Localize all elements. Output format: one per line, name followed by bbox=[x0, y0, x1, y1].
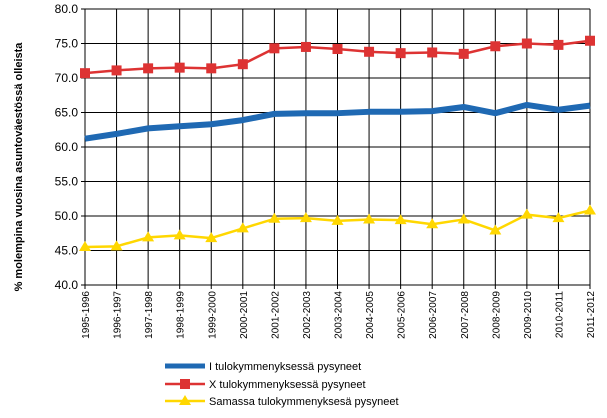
x-tick-label: 2010-2011 bbox=[554, 291, 565, 339]
data-point-1-2 bbox=[143, 63, 154, 74]
x-tick-label: 2007-2008 bbox=[460, 291, 471, 339]
data-point-2-13 bbox=[489, 224, 502, 235]
data-point-2-16 bbox=[584, 204, 596, 215]
data-point-2-7 bbox=[299, 212, 312, 223]
data-point-1-5 bbox=[237, 59, 248, 70]
series-line-0 bbox=[84, 101, 591, 142]
x-tick-label: 1998-1999 bbox=[176, 291, 187, 339]
data-point-1-6 bbox=[269, 43, 280, 54]
data-point-2-14 bbox=[520, 208, 533, 219]
legend-label-2: Samassa tulokymmenyksesä pysyneet bbox=[209, 396, 399, 408]
legend-marker-1 bbox=[180, 379, 190, 389]
data-point-2-3 bbox=[173, 229, 186, 240]
data-point-1-3 bbox=[174, 62, 185, 73]
y-tick-label: 55.0 bbox=[55, 175, 79, 189]
y-tick-label: 60.0 bbox=[55, 140, 79, 154]
x-tick-label: 2008-2009 bbox=[491, 291, 502, 339]
y-tick-label: 70.0 bbox=[55, 71, 79, 85]
x-tick-label: 2005-2006 bbox=[397, 291, 408, 339]
x-tick-label: 2006-2007 bbox=[428, 291, 439, 339]
y-tick-label: 75.0 bbox=[55, 37, 79, 51]
data-point-2-5 bbox=[236, 222, 249, 233]
data-point-2-1 bbox=[110, 240, 123, 251]
data-point-1-15 bbox=[553, 39, 564, 50]
data-point-2-11 bbox=[426, 218, 439, 229]
x-tick-label: 2002-2003 bbox=[302, 291, 313, 339]
x-tick-label: 1995-1996 bbox=[81, 291, 92, 339]
data-point-2-0 bbox=[79, 241, 91, 252]
legend-marker-2 bbox=[179, 395, 191, 405]
data-point-1-16 bbox=[585, 35, 595, 46]
x-tick-label: 2011-2012 bbox=[586, 291, 597, 339]
y-axis-label: % molempina vuosina asuntoväestössä olle… bbox=[13, 42, 25, 292]
data-point-2-9 bbox=[363, 213, 376, 224]
data-point-2-15 bbox=[552, 212, 565, 223]
x-tick-label: 2009-2010 bbox=[523, 291, 534, 339]
data-point-2-6 bbox=[268, 212, 281, 223]
data-point-1-9 bbox=[364, 46, 375, 57]
data-point-1-14 bbox=[521, 38, 532, 49]
data-point-1-10 bbox=[395, 48, 406, 59]
x-tick-label: 2000-2001 bbox=[239, 291, 250, 339]
x-tick-label: 2003-2004 bbox=[334, 291, 345, 339]
data-point-1-11 bbox=[427, 47, 438, 58]
x-tick-label: 1999-2000 bbox=[207, 291, 218, 339]
data-point-2-2 bbox=[142, 231, 155, 242]
data-point-2-4 bbox=[205, 232, 218, 243]
data-point-1-1 bbox=[111, 65, 122, 76]
data-point-1-0 bbox=[80, 68, 90, 79]
data-point-2-12 bbox=[457, 213, 470, 224]
x-tick-label: 2001-2002 bbox=[270, 291, 281, 339]
x-tick-label: 1997-1998 bbox=[144, 291, 155, 339]
x-tick-label: 1996-1997 bbox=[113, 291, 124, 339]
data-point-2-10 bbox=[394, 214, 407, 225]
legend-label-1: X tulokymmenyksessä pysyneet bbox=[209, 379, 366, 391]
y-tick-label: 40.0 bbox=[55, 278, 79, 292]
y-tick-label: 80.0 bbox=[55, 2, 79, 16]
x-tick-label: 2004-2005 bbox=[365, 291, 376, 339]
y-tick-label: 45.0 bbox=[55, 244, 79, 258]
data-point-1-12 bbox=[458, 48, 469, 59]
data-point-1-8 bbox=[332, 44, 343, 55]
data-point-2-8 bbox=[331, 214, 344, 225]
legend-label-0: I tulokymmenyksessä pysyneet bbox=[209, 361, 361, 373]
data-point-1-13 bbox=[490, 41, 501, 52]
y-tick-label: 65.0 bbox=[55, 106, 79, 120]
y-tick-label: 50.0 bbox=[55, 209, 79, 223]
data-point-1-7 bbox=[300, 41, 311, 52]
data-point-1-4 bbox=[206, 63, 217, 74]
